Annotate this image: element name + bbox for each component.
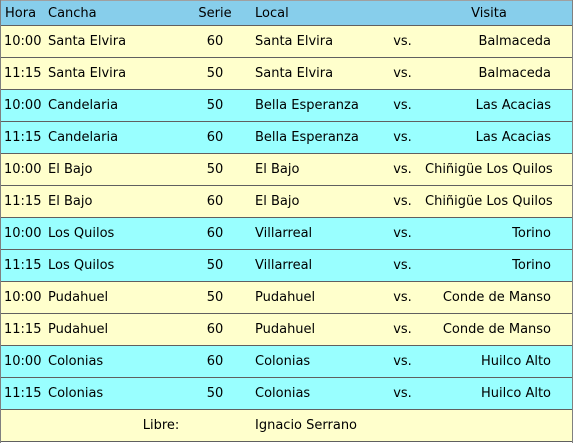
- cell-visita: Huilco Alto: [425, 346, 573, 378]
- cell-visita: Chiñigüe Los Quilos: [425, 154, 573, 186]
- cell-serie: 60: [182, 346, 250, 378]
- cell-vs: vs.: [380, 282, 425, 314]
- cell-vs: vs.: [380, 154, 425, 186]
- cell-visita: Torino: [425, 250, 573, 282]
- cell-visita: Huilco Alto: [425, 378, 573, 410]
- cell-local: Bella Esperanza: [250, 90, 380, 122]
- cell-visita: Balmaceda: [425, 58, 573, 90]
- cell-vs: vs.: [380, 314, 425, 346]
- cell-visita: Conde de Manso: [425, 314, 573, 346]
- cell-hora: 10:00: [0, 218, 44, 250]
- header-vs-spacer: [380, 0, 425, 26]
- cell-cancha: Pudahuel: [44, 282, 182, 314]
- header-visita: Visita: [425, 0, 573, 26]
- cell-visita: Conde de Manso: [425, 282, 573, 314]
- cell-cancha: El Bajo: [44, 186, 182, 218]
- cell-vs: vs.: [380, 378, 425, 410]
- table-row: 10:00 El Bajo 50 El Bajo vs. Chiñigüe Lo…: [0, 154, 573, 186]
- cell-cancha: El Bajo: [44, 154, 182, 186]
- cell-visita: Las Acacias: [425, 122, 573, 154]
- table-row: 11:15 Santa Elvira 50 Santa Elvira vs. B…: [0, 58, 573, 90]
- cell-serie: 60: [182, 314, 250, 346]
- table-row: 10:00 Candelaria 50 Bella Esperanza vs. …: [0, 90, 573, 122]
- header-serie: Serie: [182, 0, 250, 26]
- cell-vs: vs.: [380, 218, 425, 250]
- cell-hora: 10:00: [0, 154, 44, 186]
- table-row: 11:15 El Bajo 60 El Bajo vs. Chiñigüe Lo…: [0, 186, 573, 218]
- cell-hora: 11:15: [0, 186, 44, 218]
- cell-local: Pudahuel: [250, 282, 380, 314]
- table-row: 10:00 Los Quilos 60 Villarreal vs. Torin…: [0, 218, 573, 250]
- table-row: 10:00 Santa Elvira 60 Santa Elvira vs. B…: [0, 26, 573, 58]
- cell-vs: vs.: [380, 346, 425, 378]
- cell-cancha: Santa Elvira: [44, 26, 182, 58]
- cell-hora: 11:15: [0, 314, 44, 346]
- cell-local: Colonias: [250, 378, 380, 410]
- cell-visita: Chiñigüe Los Quilos: [425, 186, 573, 218]
- cell-hora: 10:00: [0, 282, 44, 314]
- cell-hora: 11:15: [0, 58, 44, 90]
- table-row: 10:00 Pudahuel 50 Pudahuel vs. Conde de …: [0, 282, 573, 314]
- cell-hora: 10:00: [0, 346, 44, 378]
- cell-hora: 11:15: [0, 250, 44, 282]
- cell-local: El Bajo: [250, 186, 380, 218]
- cell-local: Colonias: [250, 346, 380, 378]
- cell-vs: vs.: [380, 90, 425, 122]
- cell-vs: vs.: [380, 26, 425, 58]
- cell-cancha: Colonias: [44, 346, 182, 378]
- cell-serie: 60: [182, 26, 250, 58]
- cell-cancha: Santa Elvira: [44, 58, 182, 90]
- table-header-row: Hora Cancha Serie Local Visita: [0, 0, 573, 26]
- table-row: 11:15 Pudahuel 60 Pudahuel vs. Conde de …: [0, 314, 573, 346]
- cell-local: Villarreal: [250, 218, 380, 250]
- header-cancha: Cancha: [44, 0, 182, 26]
- table-row: 11:15 Candelaria 60 Bella Esperanza vs. …: [0, 122, 573, 154]
- cell-cancha: Los Quilos: [44, 250, 182, 282]
- cell-serie: 60: [182, 186, 250, 218]
- table-row: 11:15 Los Quilos 50 Villarreal vs. Torin…: [0, 250, 573, 282]
- cell-serie: 50: [182, 250, 250, 282]
- cell-visita: Balmaceda: [425, 26, 573, 58]
- table-row: 11:15 Colonias 50 Colonias vs. Huilco Al…: [0, 378, 573, 410]
- cell-serie: 50: [182, 90, 250, 122]
- table-left-border: [0, 0, 1, 443]
- cell-serie: 60: [182, 218, 250, 250]
- cell-serie: 50: [182, 282, 250, 314]
- cell-local: Villarreal: [250, 250, 380, 282]
- header-hora: Hora: [0, 0, 44, 26]
- cell-local: Bella Esperanza: [250, 122, 380, 154]
- cell-cancha: Candelaria: [44, 90, 182, 122]
- cell-serie: 50: [182, 154, 250, 186]
- libre-team: Ignacio Serrano: [250, 410, 573, 442]
- cell-local: Santa Elvira: [250, 58, 380, 90]
- cell-vs: vs.: [380, 186, 425, 218]
- cell-vs: vs.: [380, 250, 425, 282]
- cell-local: El Bajo: [250, 154, 380, 186]
- cell-serie: 50: [182, 58, 250, 90]
- cell-serie: 60: [182, 122, 250, 154]
- table-row: 10:00 Colonias 60 Colonias vs. Huilco Al…: [0, 346, 573, 378]
- header-local: Local: [250, 0, 380, 26]
- cell-local: Santa Elvira: [250, 26, 380, 58]
- cell-cancha: Los Quilos: [44, 218, 182, 250]
- cell-vs: vs.: [380, 58, 425, 90]
- cell-cancha: Colonias: [44, 378, 182, 410]
- cell-hora: 10:00: [0, 26, 44, 58]
- cell-cancha: Candelaria: [44, 122, 182, 154]
- cell-serie: 50: [182, 378, 250, 410]
- cell-visita: Las Acacias: [425, 90, 573, 122]
- cell-hora: 11:15: [0, 122, 44, 154]
- cell-visita: Torino: [425, 218, 573, 250]
- cell-hora: 11:15: [0, 378, 44, 410]
- cell-hora: 10:00: [0, 90, 44, 122]
- cell-local: Pudahuel: [250, 314, 380, 346]
- cell-cancha: Pudahuel: [44, 314, 182, 346]
- libre-row: Libre: Ignacio Serrano: [0, 410, 573, 442]
- cell-vs: vs.: [380, 122, 425, 154]
- libre-label: Libre:: [0, 410, 250, 442]
